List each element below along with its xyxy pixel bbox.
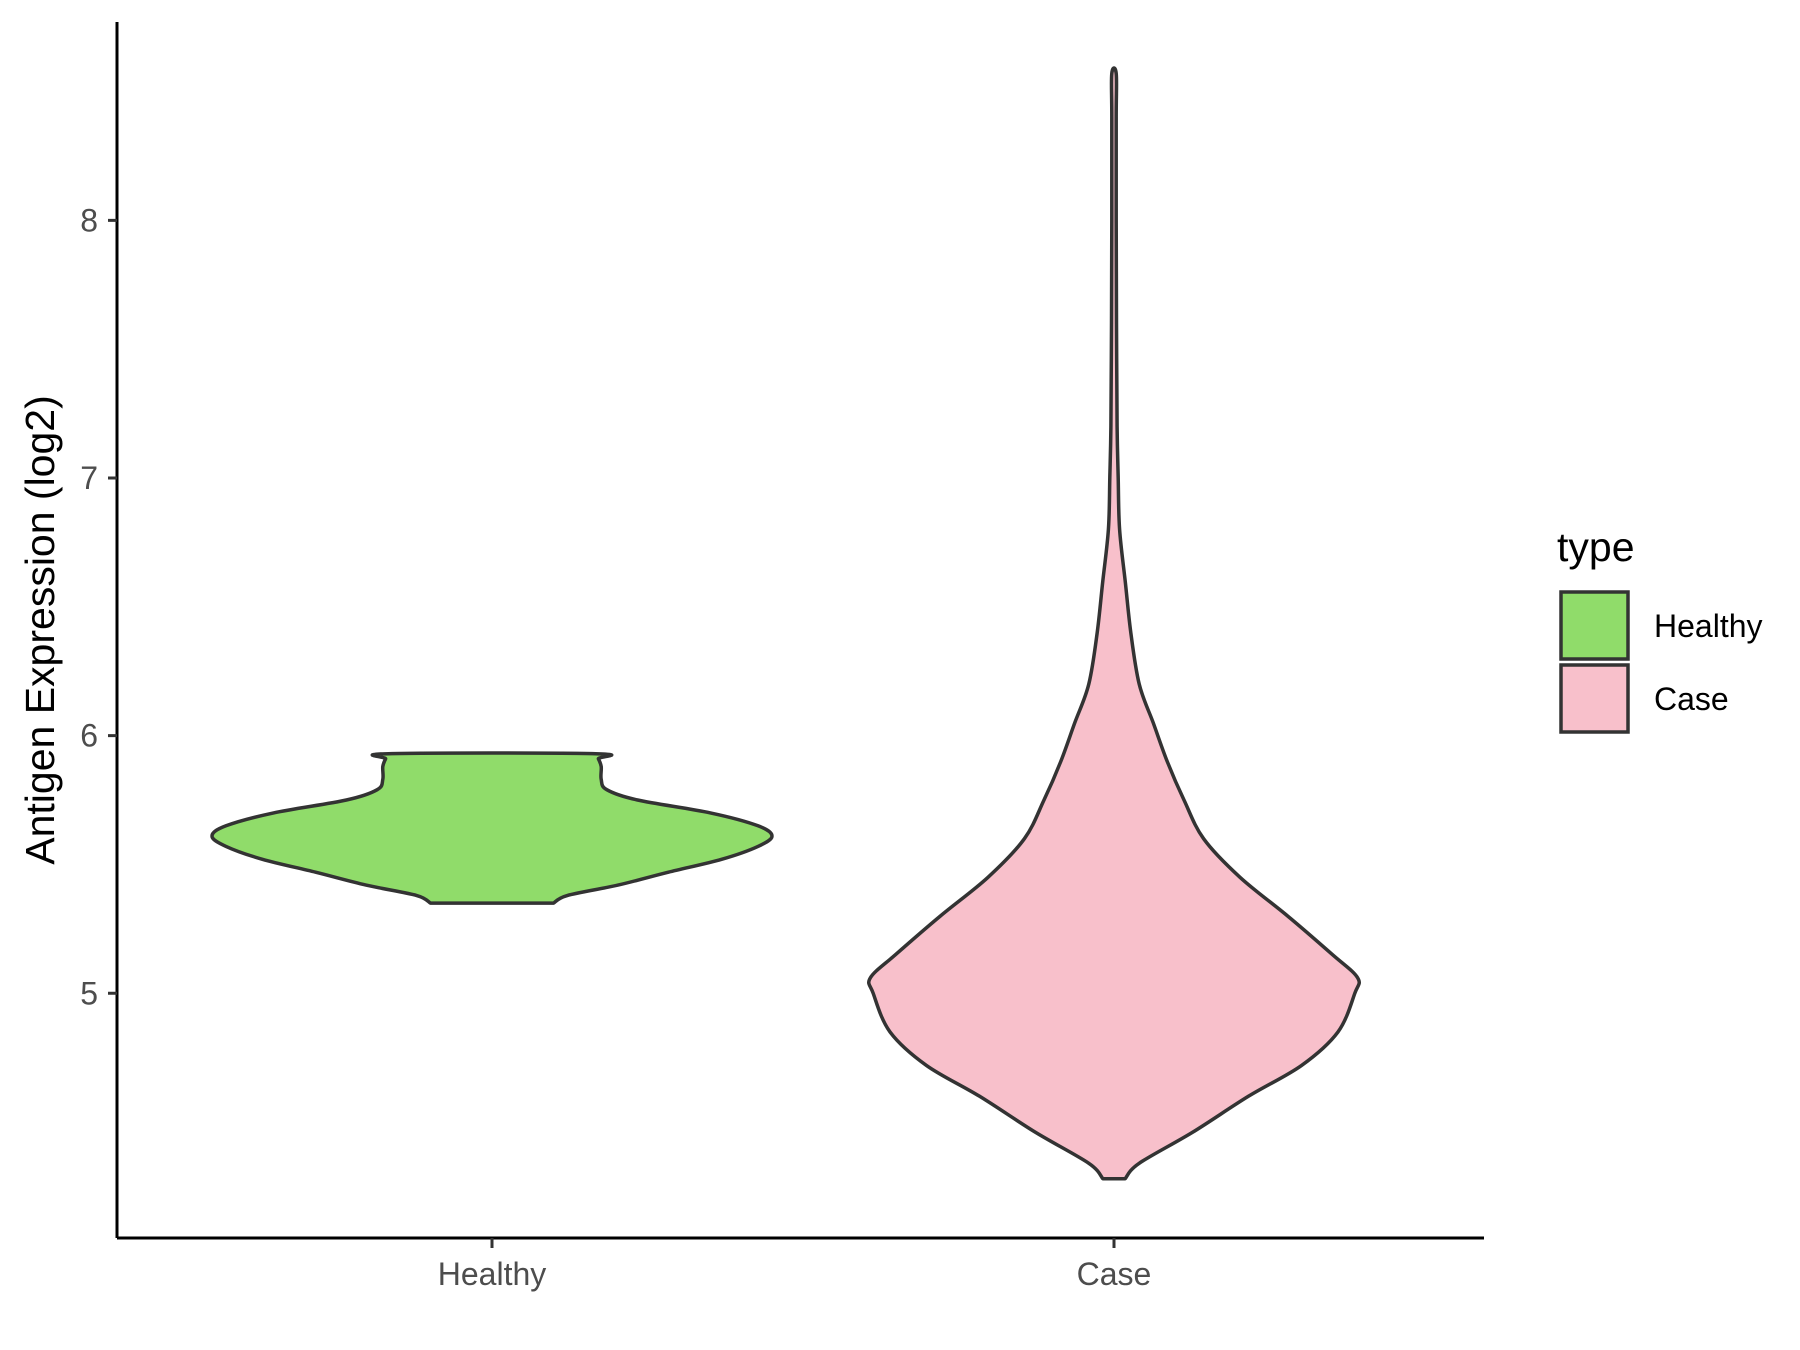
legend-title: type xyxy=(1557,524,1635,570)
legend-label-case: Case xyxy=(1654,681,1729,717)
legend-swatch-healthy xyxy=(1559,590,1630,661)
violin-case xyxy=(867,66,1361,1181)
y-axis-title: Antigen Expression (log2) xyxy=(17,395,63,864)
x-tick-label: Case xyxy=(1077,1256,1152,1292)
legend-swatch-case xyxy=(1559,663,1630,734)
x-tick-label: Healthy xyxy=(438,1256,547,1292)
y-tick-label: 7 xyxy=(80,460,98,496)
violin-healthy xyxy=(210,751,774,905)
y-tick-label: 5 xyxy=(80,975,98,1011)
y-tick-label: 8 xyxy=(80,202,98,238)
violins xyxy=(210,66,1361,1181)
y-axis-ticks: 5 6 7 8 xyxy=(80,202,117,1011)
legend-label-healthy: Healthy xyxy=(1654,608,1763,644)
x-axis-ticks: Healthy Case xyxy=(438,1238,1152,1292)
legend: type Healthy Case xyxy=(1557,524,1763,734)
y-tick-label: 6 xyxy=(80,718,98,754)
